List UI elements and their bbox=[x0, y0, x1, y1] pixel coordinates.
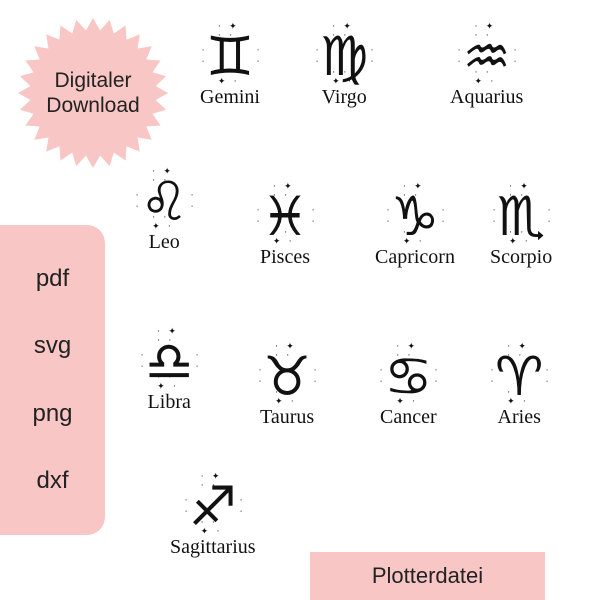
zodiac-label-gemini: Gemini bbox=[200, 86, 260, 109]
zodiac-symbol-libra: · ✦ · ·· ·♎︎· ·· · ✦ · bbox=[145, 335, 193, 389]
zodiac-label-taurus: Taurus bbox=[260, 406, 314, 429]
zodiac-cancer: · ✦ · ·· ·♋︎· ·· · ✦ ·Cancer bbox=[380, 350, 437, 429]
zodiac-symbol-virgo: · ✦ · ·· ·♍︎· ·· · ✦ · bbox=[320, 30, 368, 84]
format-pdf: pdf bbox=[36, 265, 69, 293]
zodiac-scorpio: · ✦ · ·· ·♏︎· ·· · ✦ ·Scorpio bbox=[490, 190, 552, 269]
zodiac-label-libra: Libra bbox=[148, 391, 191, 414]
zodiac-symbol-pisces: · ✦ · ·· ·♓︎· ·· · ✦ · bbox=[261, 190, 309, 244]
zodiac-capricorn: · ✦ · ·· ·♑︎· ·· · ✦ ·Capricorn bbox=[375, 190, 455, 269]
format-list: pdf svg png dxf bbox=[0, 225, 105, 535]
zodiac-symbol-taurus: · ✦ · ·· ·♉︎· ·· · ✦ · bbox=[263, 350, 311, 404]
zodiac-symbol-aquarius: · ✦ · ·· ·♒︎· ·· · ✦ · bbox=[462, 30, 510, 84]
zodiac-label-pisces: Pisces bbox=[260, 246, 310, 269]
zodiac-label-capricorn: Capricorn bbox=[375, 246, 455, 269]
zodiac-symbol-cancer: · ✦ · ·· ·♋︎· ·· · ✦ · bbox=[384, 350, 432, 404]
zodiac-gemini: · ✦ · ·· ·♊︎· ·· · ✦ ·Gemini bbox=[200, 30, 260, 109]
zodiac-pisces: · ✦ · ·· ·♓︎· ·· · ✦ ·Pisces bbox=[260, 190, 310, 269]
zodiac-virgo: · ✦ · ·· ·♍︎· ·· · ✦ ·Virgo bbox=[320, 30, 368, 109]
zodiac-sagittarius: · ✦ · ·· ·♐︎· ·· · ✦ ·Sagittarius bbox=[170, 480, 256, 559]
download-badge: DigitalerDownload bbox=[18, 18, 168, 168]
zodiac-label-aquarius: Aquarius bbox=[450, 86, 523, 109]
zodiac-symbol-gemini: · ✦ · ·· ·♊︎· ·· · ✦ · bbox=[206, 30, 254, 84]
zodiac-symbol-sagittarius: · ✦ · ·· ·♐︎· ·· · ✦ · bbox=[189, 480, 237, 534]
format-svg: svg bbox=[34, 332, 71, 360]
zodiac-label-cancer: Cancer bbox=[380, 406, 437, 429]
zodiac-label-aries: Aries bbox=[498, 406, 541, 429]
zodiac-label-leo: Leo bbox=[149, 231, 180, 254]
badge-text: DigitalerDownload bbox=[22, 68, 163, 118]
zodiac-symbol-scorpio: · ✦ · ·· ·♏︎· ·· · ✦ · bbox=[497, 190, 545, 244]
zodiac-symbol-capricorn: · ✦ · ·· ·♑︎· ·· · ✦ · bbox=[391, 190, 439, 244]
zodiac-symbol-aries: · ✦ · ·· ·♈︎· ·· · ✦ · bbox=[495, 350, 543, 404]
format-dxf: dxf bbox=[36, 467, 68, 495]
zodiac-taurus: · ✦ · ·· ·♉︎· ·· · ✦ ·Taurus bbox=[260, 350, 314, 429]
zodiac-label-sagittarius: Sagittarius bbox=[170, 536, 256, 559]
zodiac-leo: · ✦ · ·· ·♌︎· ·· · ✦ ·Leo bbox=[140, 175, 188, 254]
zodiac-libra: · ✦ · ·· ·♎︎· ·· · ✦ ·Libra bbox=[145, 335, 193, 414]
plotter-label: Plotterdatei bbox=[310, 552, 545, 600]
zodiac-aries: · ✦ · ·· ·♈︎· ·· · ✦ ·Aries bbox=[495, 350, 543, 429]
format-png: png bbox=[32, 400, 72, 428]
zodiac-symbol-leo: · ✦ · ·· ·♌︎· ·· · ✦ · bbox=[140, 175, 188, 229]
zodiac-label-virgo: Virgo bbox=[322, 86, 367, 109]
zodiac-label-scorpio: Scorpio bbox=[490, 246, 552, 269]
zodiac-aquarius: · ✦ · ·· ·♒︎· ·· · ✦ ·Aquarius bbox=[450, 30, 523, 109]
